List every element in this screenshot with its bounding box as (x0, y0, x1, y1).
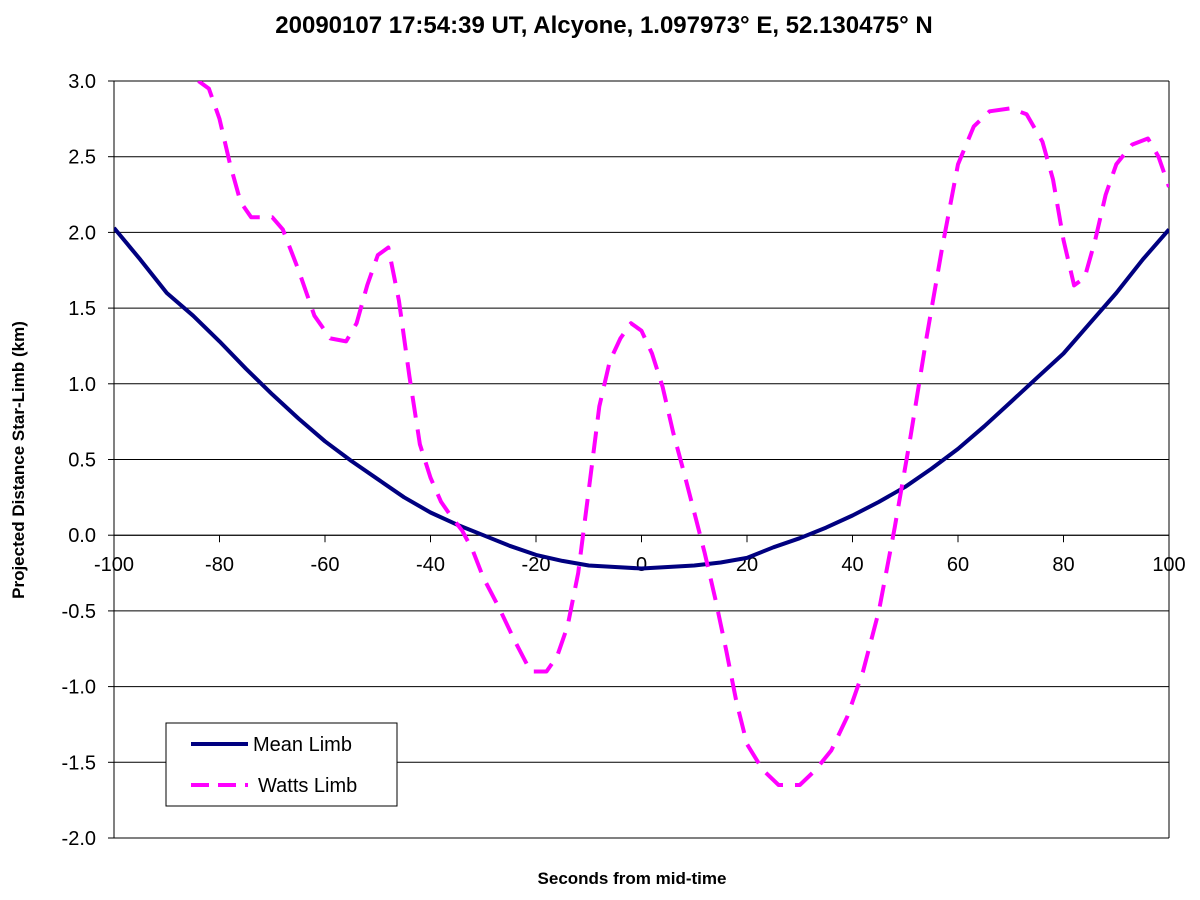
chart-title: 20090107 17:54:39 UT, Alcyone, 1.097973°… (275, 12, 932, 39)
plot-area: 3.0 2.5 2.0 1.5 1.0 0.5 0.0 -0.5 -1.0 -1.5 -2.0 -10… (62, 71, 1186, 850)
x-tick-label: -80 (205, 554, 234, 576)
legend-box (165, 722, 398, 807)
legend: Mean Limb Watts Limb (165, 722, 398, 807)
x-tick-label: -40 (416, 554, 445, 576)
y-axis-title: Projected Distance Star-Limb (km) (9, 321, 28, 599)
series-line-mean-limb (114, 226, 1169, 571)
y-tick-label: 0.5 (68, 450, 96, 472)
x-tick-label: -100 (94, 554, 134, 576)
y-tick-label: 2.5 (68, 147, 96, 169)
y-tick-label: 1.5 (68, 298, 96, 320)
y-tick-label: 2.0 (68, 222, 96, 244)
x-tick-label: 40 (841, 554, 863, 576)
x-tick-label: 100 (1152, 554, 1185, 576)
legend-label-watts-limb: Watts Limb (258, 775, 357, 797)
x-tick-label: 60 (947, 554, 969, 576)
series-line-watts-limb (197, 81, 1169, 787)
y-tick-label: 0.0 (68, 525, 96, 547)
y-tick-label: -1.0 (62, 677, 96, 699)
y-tick-label: 3.0 (68, 71, 96, 93)
y-tick-label: 1.0 (68, 374, 96, 396)
x-tick-label: 0 (636, 554, 647, 576)
y-tick-label: -1.5 (62, 752, 96, 774)
x-tick-label: -60 (311, 554, 340, 576)
x-axis-title: Seconds from mid-time (538, 869, 727, 888)
legend-label-mean-limb: Mean Limb (253, 734, 352, 756)
x-tick-label: 80 (1052, 554, 1074, 576)
y-tick-label: -0.5 (62, 601, 96, 623)
y-tick-label: -2.0 (62, 828, 96, 850)
x-tick-label: -20 (522, 554, 551, 576)
